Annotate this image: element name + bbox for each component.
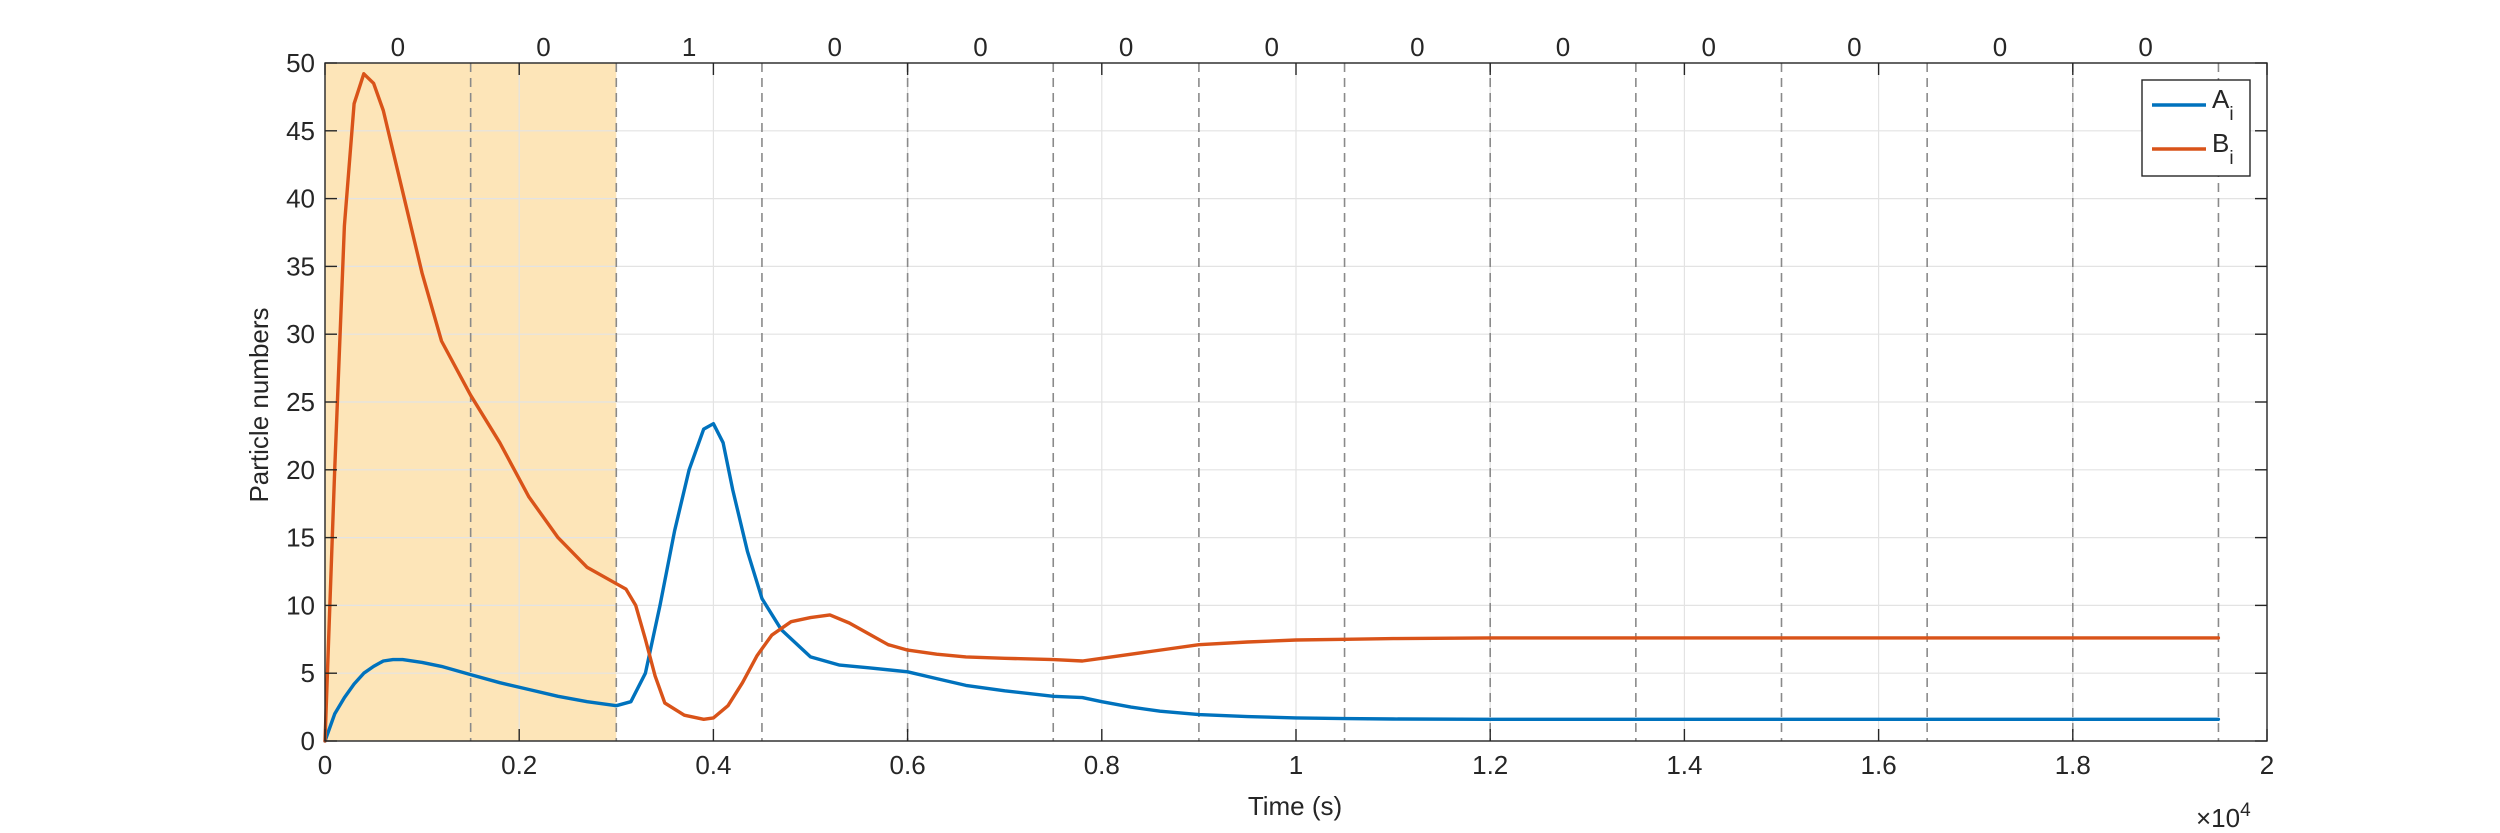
x-exponent-base: ×10 xyxy=(2196,803,2240,833)
segment-label: 0 xyxy=(973,32,987,62)
x-axis-label: Time (s) xyxy=(1248,791,1342,821)
y-tick-label: 30 xyxy=(286,319,315,349)
x-exponent-power: 4 xyxy=(2240,800,2251,821)
legend-label-a: Ai xyxy=(2212,84,2234,125)
legend-series-name: B xyxy=(2212,128,2229,158)
y-tick-label: 20 xyxy=(286,455,315,485)
y-tick-label: 25 xyxy=(286,387,315,417)
segment-label: 1 xyxy=(682,32,696,62)
legend-box xyxy=(2141,79,2251,177)
segment-label: 0 xyxy=(828,32,842,62)
segment-label: 0 xyxy=(2138,32,2152,62)
x-tick-label: 0.2 xyxy=(501,750,537,780)
segment-label: 0 xyxy=(536,32,550,62)
tick-layer: 0 0.2 0.4 0.6 0.8 1 1.2 1.4 1.6 1.8 20510152025303… xyxy=(286,48,2274,780)
series-line-b xyxy=(323,72,2221,743)
y-tick-label: 0 xyxy=(301,726,315,756)
x-tick-label: 1.4 xyxy=(1666,750,1702,780)
segment-label: 0 xyxy=(1701,32,1715,62)
x-tick-label: 1.8 xyxy=(2055,750,2091,780)
y-tick-label: 35 xyxy=(286,251,315,281)
x-tick-label: 1 xyxy=(1289,750,1303,780)
y-tick-label: 50 xyxy=(286,48,315,78)
x-tick-label: 0.6 xyxy=(890,750,926,780)
x-tick-label: 0.4 xyxy=(695,750,731,780)
dashed-divider-layer xyxy=(469,63,2220,741)
svg-text:×104: ×104 xyxy=(2196,800,2251,833)
x-exponent-label: ×104 xyxy=(2196,800,2251,833)
segment-label: 0 xyxy=(1119,32,1133,62)
x-tick-label: 0 xyxy=(318,750,332,780)
series-line-a xyxy=(323,422,2221,743)
legend-label-b: Bi xyxy=(2212,128,2234,169)
segment-label: 0 xyxy=(1993,32,2007,62)
segment-label: 0 xyxy=(1556,32,1570,62)
x-tick-label: 1.6 xyxy=(1861,750,1897,780)
segment-label: 0 xyxy=(1264,32,1278,62)
legend-series-subscript: i xyxy=(2229,148,2233,169)
segment-label: 0 xyxy=(391,32,405,62)
segment-label-layer: 0 0 1 0 0 0 0 0 0 0 0 0 0 xyxy=(391,32,2153,62)
y-tick-label: 15 xyxy=(286,523,315,553)
y-tick-label: 10 xyxy=(286,590,315,620)
segment-label: 0 xyxy=(1410,32,1424,62)
y-tick-label: 40 xyxy=(286,184,315,214)
series-layer xyxy=(323,72,2221,743)
x-tick-label: 2 xyxy=(2260,750,2274,780)
y-axis-label: Particle numbers xyxy=(244,307,274,502)
segment-label: 0 xyxy=(1847,32,1861,62)
y-tick-label: 45 xyxy=(286,116,315,146)
legend-series-subscript: i xyxy=(2229,104,2233,125)
y-tick-label: 5 xyxy=(301,658,315,688)
x-tick-label: 1.2 xyxy=(1472,750,1508,780)
legend-series-name: A xyxy=(2212,84,2230,114)
x-tick-label: 0.8 xyxy=(1084,750,1120,780)
